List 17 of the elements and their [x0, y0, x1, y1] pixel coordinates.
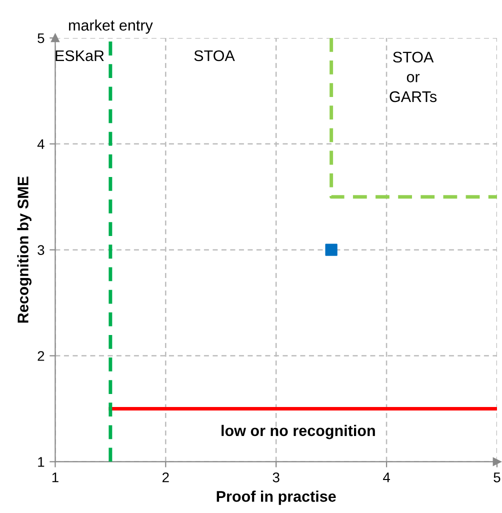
x-tick-label: 2 — [162, 472, 169, 482]
y-tick-label: 5 — [38, 33, 44, 44]
y-axis-title: Recognition by SME — [17, 176, 32, 323]
y-tick-label: 4 — [37, 139, 44, 149]
annotation: low or no recognition — [222, 424, 375, 440]
x-axis-title: Proof in practise — [216, 490, 336, 505]
annotation: ESKaR — [56, 50, 104, 62]
y-tick-label: 2 — [38, 351, 44, 361]
ref-line-label: market entry — [69, 19, 153, 34]
x-tick-label: 5 — [494, 472, 500, 482]
y-tick-label: 3 — [38, 245, 44, 255]
annotation: STOA — [194, 50, 235, 62]
x-tick-label: 3 — [272, 472, 280, 482]
annotation: STOA or GARTs — [390, 52, 437, 102]
y-tick-label: 1 — [38, 457, 44, 467]
x-tick-label: 1 — [52, 472, 58, 482]
x-tick-label: 4 — [382, 472, 390, 482]
